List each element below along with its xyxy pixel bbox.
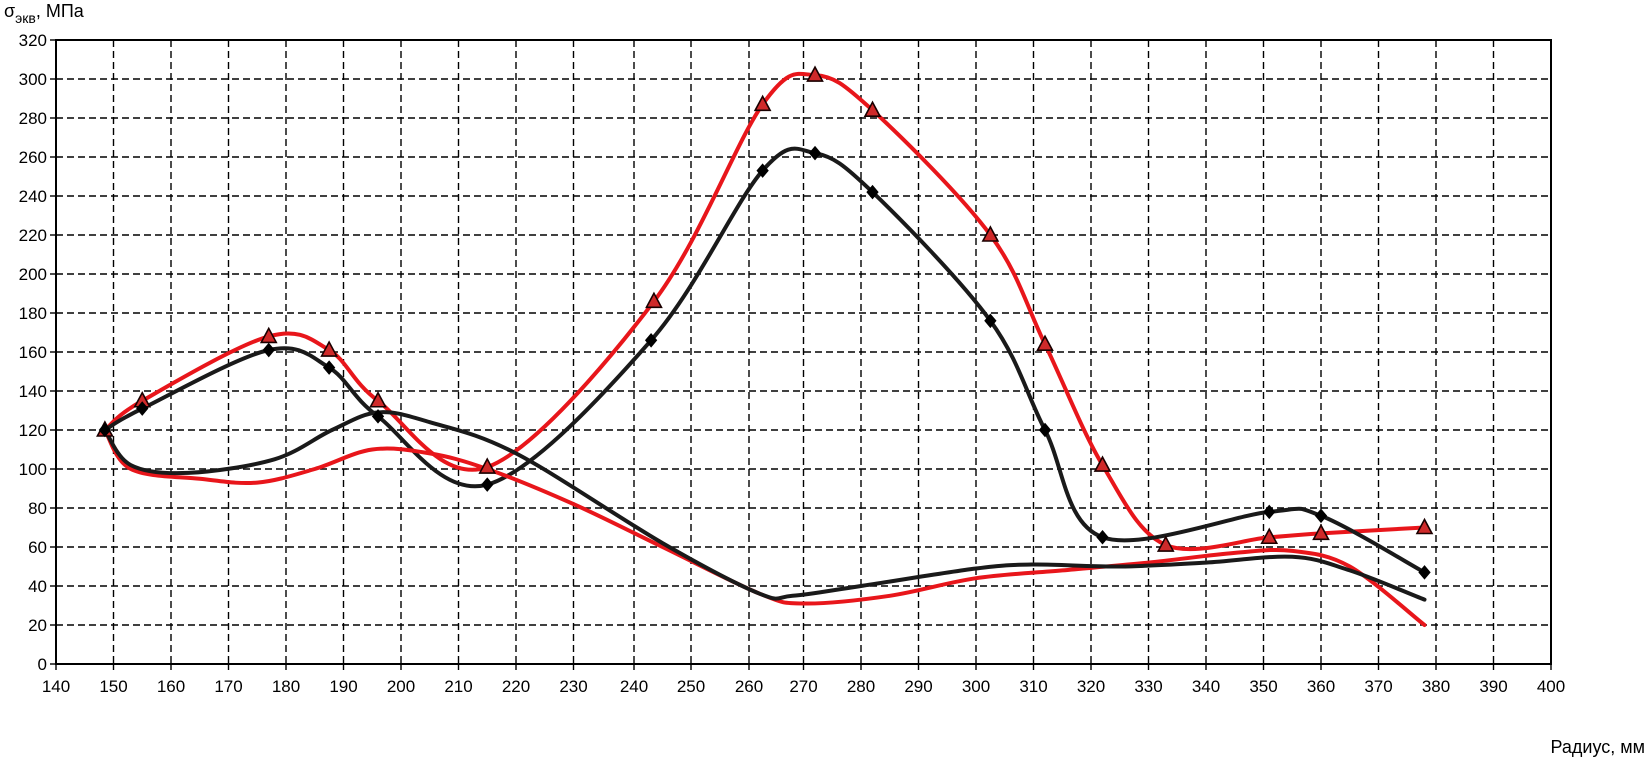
diamond-marker <box>481 477 494 492</box>
triangle-marker <box>259 326 278 344</box>
diamond-marker <box>808 145 822 161</box>
x-tick-label: 140 <box>42 677 70 696</box>
y-axis-subscript: экв <box>15 10 36 26</box>
x-tick-label: 330 <box>1134 677 1162 696</box>
grid <box>56 40 1551 664</box>
x-tick-label: 200 <box>387 677 415 696</box>
y-tick-label: 120 <box>19 421 47 440</box>
x-tick-label: 210 <box>444 677 472 696</box>
x-tick-label: 350 <box>1249 677 1277 696</box>
y-tick-label: 140 <box>19 382 47 401</box>
triangle-marker <box>1093 455 1112 472</box>
diamond-marker <box>1418 565 1431 580</box>
x-tick-label: 370 <box>1364 677 1392 696</box>
y-tick-label: 260 <box>19 148 47 167</box>
diamond-marker <box>98 422 112 438</box>
x-tick-label: 280 <box>847 677 875 696</box>
y-axis-title: σэкв, МПа <box>4 1 85 26</box>
x-tick-label: 170 <box>214 677 242 696</box>
x-tick-label: 340 <box>1192 677 1220 696</box>
triangle-marker <box>320 340 338 357</box>
x-tick-label: 240 <box>620 677 648 696</box>
diamond-marker <box>1263 504 1276 520</box>
diamond-marker <box>1096 529 1109 545</box>
diamond-marker <box>1038 422 1052 438</box>
x-tick-label: 290 <box>904 677 932 696</box>
series-line-1 <box>102 71 1427 552</box>
y-tick-label: 0 <box>38 655 47 674</box>
x-tick-label: 230 <box>559 677 587 696</box>
y-tick-label: 160 <box>19 343 47 362</box>
diamond-marker <box>262 342 275 358</box>
y-tick-label: 200 <box>19 265 47 284</box>
triangle-marker <box>1415 517 1434 535</box>
triangle-marker <box>369 391 387 408</box>
x-tick-label: 310 <box>1019 677 1047 696</box>
x-tick-label: 260 <box>735 677 763 696</box>
x-tick-label: 380 <box>1422 677 1450 696</box>
diamond-marker <box>136 401 149 416</box>
x-tick-label: 160 <box>157 677 185 696</box>
series-line-4 <box>102 410 1427 602</box>
triangle-marker <box>1260 527 1279 545</box>
y-axis-unit: , МПа <box>36 1 85 21</box>
x-axis-title: Радиус, мм <box>1550 737 1645 757</box>
diamond-marker <box>756 163 769 178</box>
x-tick-label: 320 <box>1077 677 1105 696</box>
diamond-marker <box>1314 508 1328 524</box>
diamond-marker <box>322 360 336 375</box>
y-tick-label: 320 <box>19 31 47 50</box>
x-tick-label: 220 <box>502 677 530 696</box>
y-tick-label: 280 <box>19 109 47 128</box>
y-axis-symbol: σ <box>4 1 15 21</box>
y-tick-label: 20 <box>28 616 47 635</box>
diamond-marker <box>984 313 997 329</box>
x-tick-label: 400 <box>1537 677 1565 696</box>
triangle-marker <box>1312 523 1330 541</box>
x-tick-label: 360 <box>1307 677 1335 696</box>
x-tick-label: 270 <box>789 677 817 696</box>
x-tick-label: 190 <box>329 677 357 696</box>
diamond-marker <box>644 333 658 348</box>
diamond-marker <box>371 409 385 424</box>
series-line-2 <box>102 146 1427 575</box>
y-tick-label: 180 <box>19 304 47 323</box>
x-tick-label: 180 <box>272 677 300 696</box>
triangle-marker <box>981 225 1000 242</box>
triangle-marker <box>806 65 824 82</box>
x-tick-labels: 140 150 160 170 180 190 200 210 220 230 240 250 260 2… <box>42 664 1565 696</box>
triangle-marker <box>1156 535 1175 552</box>
y-tick-label: 240 <box>19 187 47 206</box>
x-tick-label: 300 <box>962 677 990 696</box>
y-tick-label: 80 <box>28 499 47 518</box>
x-tick-label: 250 <box>677 677 705 696</box>
triangle-marker <box>1036 334 1054 352</box>
y-tick-labels: 0 20 40 60 80 100 120 140 160 180 200 220 240 260 280 3… <box>19 31 56 674</box>
triangle-marker <box>478 457 497 474</box>
triangle-marker <box>645 291 663 309</box>
diamond-marker <box>866 184 879 200</box>
x-tick-label: 150 <box>99 677 127 696</box>
markers-group <box>96 65 1434 580</box>
y-tick-label: 300 <box>19 70 47 89</box>
y-tick-label: 60 <box>28 538 47 557</box>
triangle-marker <box>863 100 882 117</box>
x-tick-label: 390 <box>1479 677 1507 696</box>
y-tick-label: 220 <box>19 226 47 245</box>
triangle-marker <box>753 94 772 112</box>
y-tick-label: 40 <box>28 577 47 596</box>
y-tick-label: 100 <box>19 460 47 479</box>
